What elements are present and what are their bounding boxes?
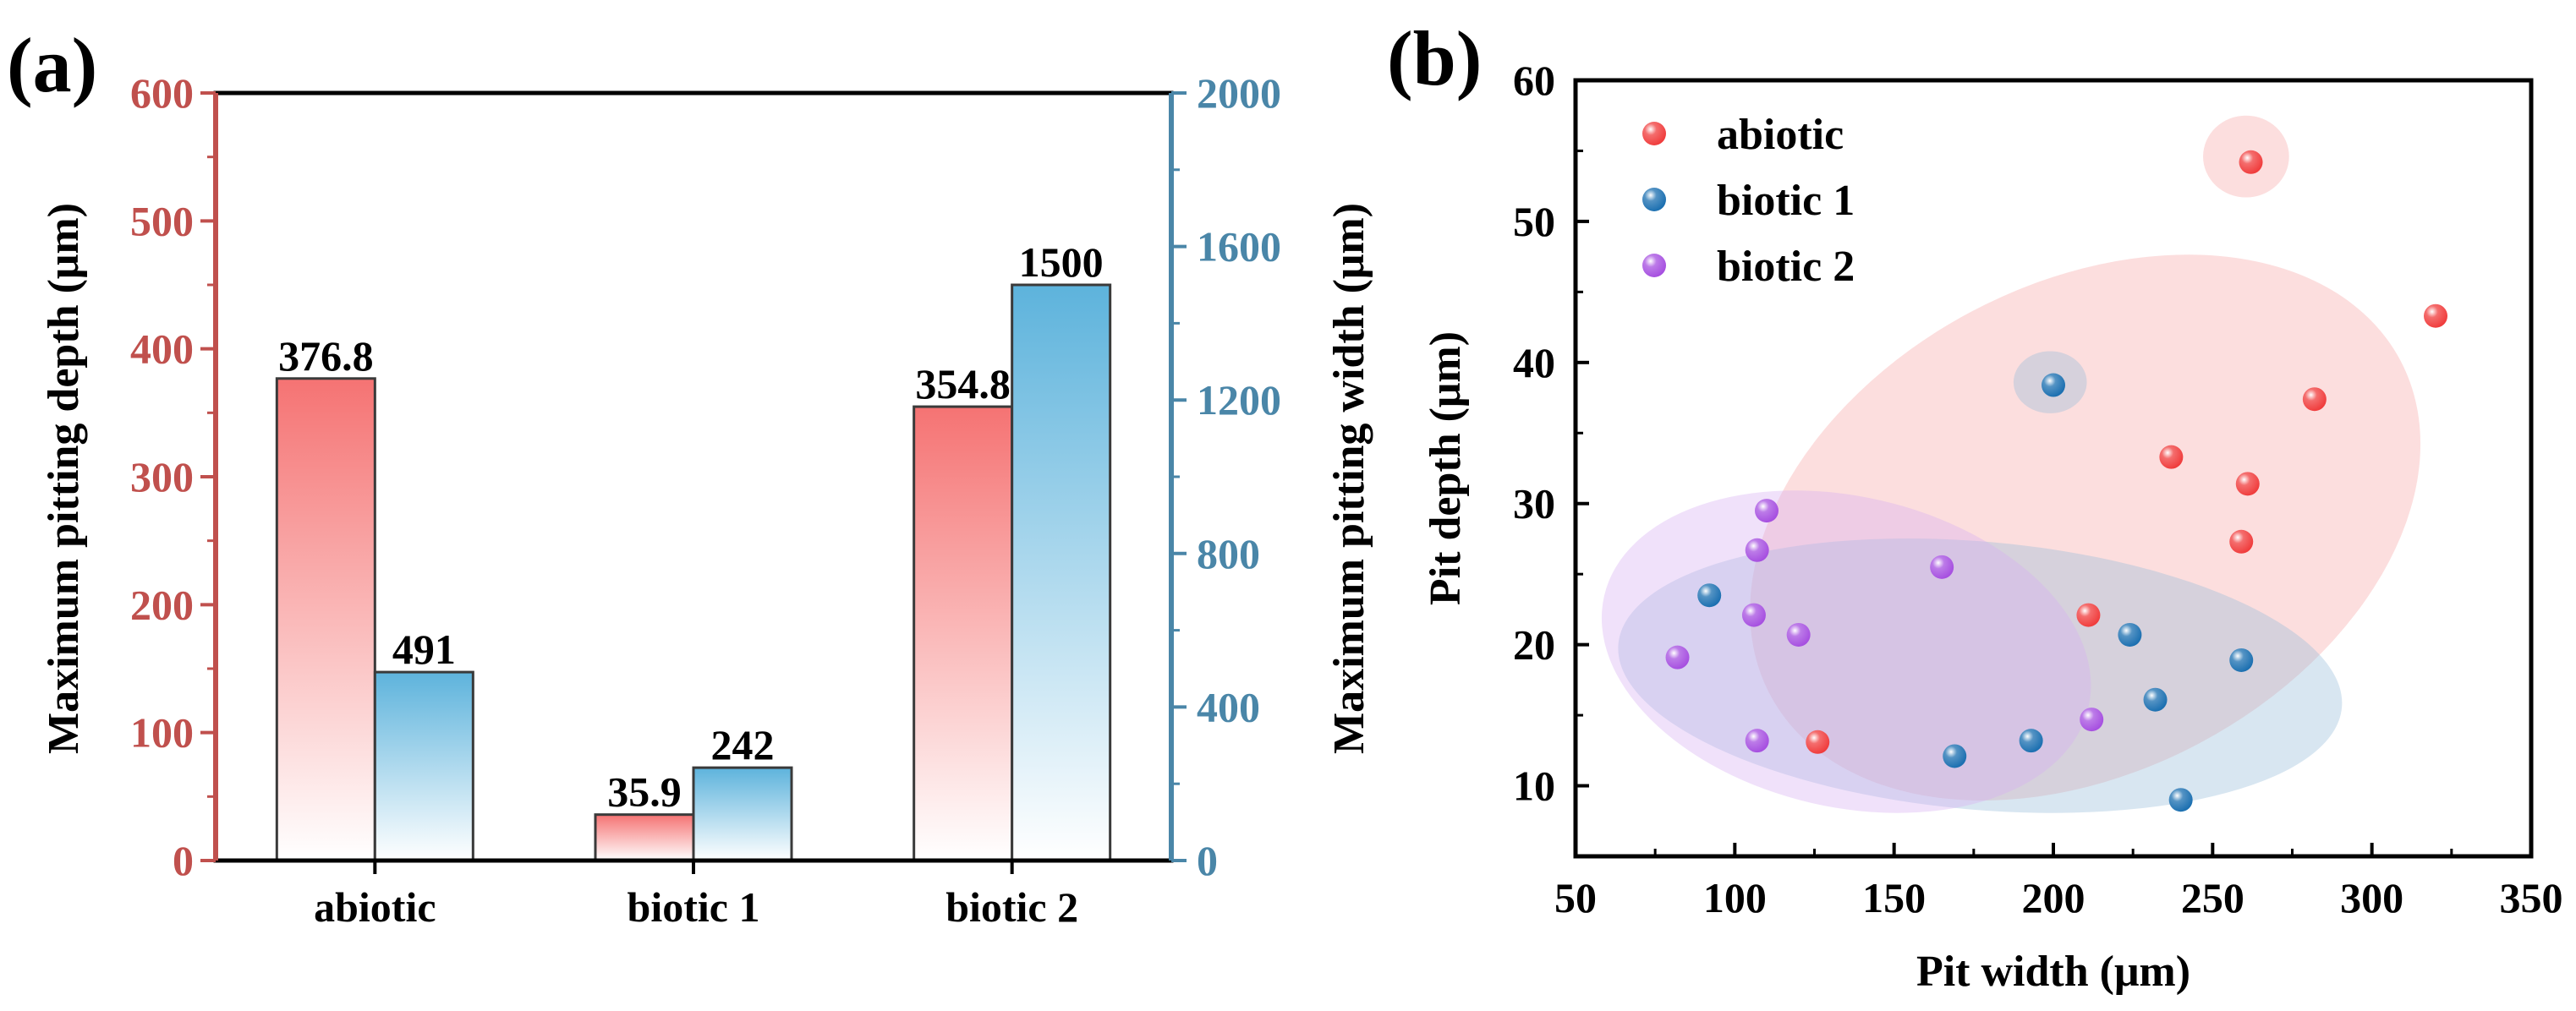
point-biotic-2: [2080, 708, 2104, 732]
left-tick-label: 200: [130, 581, 194, 628]
point-biotic-1: [2168, 788, 2193, 812]
point-biotic-2: [1745, 538, 1769, 562]
ellipse-biotic-2-0: [1601, 490, 2091, 813]
legend-label-abiotic: abiotic: [1717, 111, 1844, 159]
point-biotic-2: [1786, 622, 1811, 647]
right-y-axis-title: Maximum pitting width (μm): [1325, 203, 1373, 754]
point-abiotic: [2239, 150, 2263, 174]
point-abiotic: [2229, 529, 2254, 554]
point-biotic-1: [2118, 622, 2142, 647]
point-abiotic: [2302, 387, 2327, 412]
legend: abiotic biotic 1 biotic 2: [1642, 111, 1855, 291]
right-tick-label: 2000: [1197, 69, 1281, 117]
point-abiotic: [2424, 303, 2447, 328]
x-tick-label: 350: [2500, 874, 2563, 921]
right-tick-label: 0: [1197, 837, 1218, 884]
category-axis: abiotic biotic 1 biotic 2: [314, 861, 1078, 931]
bar-biotic-2-depth: [913, 405, 1014, 862]
y-tick-label: 50: [1513, 198, 1555, 245]
x-tick-label: 300: [2340, 874, 2403, 921]
point-abiotic: [2159, 445, 2184, 469]
x-tick-label: 200: [2022, 874, 2085, 921]
y-tick-label: 30: [1513, 480, 1555, 527]
left-tick-label: 100: [130, 709, 194, 757]
right-y-axis: 0 400 800 1200 1600 2000: [1169, 69, 1281, 884]
x-axis-title: Pit width (μm): [1916, 948, 2190, 996]
point-biotic-2: [1665, 645, 1690, 669]
data-label-biotic-1-width: 242: [711, 721, 775, 768]
point-biotic-2: [1930, 555, 1954, 579]
bar-biotic-1-depth: [594, 813, 695, 862]
legend-marker-biotic-2: [1642, 254, 1666, 277]
category-label-biotic-2: biotic 2: [945, 883, 1078, 931]
left-tick-label: 300: [130, 453, 194, 500]
left-tick-label: 500: [130, 197, 194, 244]
data-label-abiotic-depth: 376.8: [278, 332, 374, 380]
category-label-biotic-1: biotic 1: [628, 883, 760, 931]
point-abiotic: [2076, 603, 2101, 627]
point-biotic-2: [1745, 729, 1769, 753]
data-label-biotic-2-width: 1500: [1019, 238, 1104, 286]
left-tick-label: 600: [130, 69, 194, 117]
legend-label-biotic-1: biotic 1: [1717, 177, 1855, 225]
category-label-abiotic: abiotic: [314, 883, 436, 931]
bar-biotic-1-width: [692, 766, 793, 862]
panel-a-label: (a): [7, 22, 97, 108]
right-tick-label: 800: [1197, 530, 1260, 577]
legend-label-biotic-2: biotic 2: [1717, 243, 1855, 291]
point-biotic-2: [1741, 603, 1766, 627]
y-tick-label: 10: [1513, 762, 1555, 810]
left-tick-label: 400: [130, 325, 194, 373]
data-label-abiotic-width: 491: [392, 626, 456, 673]
legend-marker-biotic-1: [1642, 188, 1666, 211]
bar-biotic-2-width: [1011, 283, 1112, 862]
panel-a-bar-chart: (a) 376.8 491 35.9 242 354.8 1500 0 100 200 300 4…: [7, 22, 1373, 931]
point-biotic-1: [2143, 687, 2168, 712]
y-tick-label: 20: [1513, 621, 1555, 669]
panel-b-scatter-chart: (b) 50 100 150 200 250 300 350 10 20 30 40 50 60 ab…: [1387, 15, 2563, 996]
x-tick-label: 250: [2181, 874, 2244, 921]
point-biotic-1: [2229, 648, 2254, 672]
panel-b-label: (b): [1387, 15, 1482, 101]
point-biotic-1: [1943, 744, 1967, 768]
left-y-axis-title: Maximum pitting depth (μm): [40, 203, 88, 754]
ellipse-biotic-1-1: [1618, 538, 2343, 813]
point-biotic-2: [1755, 499, 1779, 523]
x-tick-label: 150: [1862, 874, 1926, 921]
legend-marker-abiotic: [1642, 122, 1666, 145]
x-axis: 50 100 150 200 250 300 350: [1554, 843, 2563, 921]
right-tick-label: 400: [1197, 683, 1260, 730]
point-biotic-1: [2042, 373, 2065, 397]
right-tick-label: 1200: [1197, 376, 1281, 424]
scatter-points: [1665, 150, 2447, 812]
left-y-axis: 0 100 200 300 400 500 600: [130, 69, 218, 884]
point-abiotic: [1806, 730, 1830, 754]
y-axis-title: Pit depth (μm): [1422, 331, 1470, 605]
data-label-biotic-1-depth: 35.9: [607, 768, 682, 816]
left-tick-label: 0: [173, 837, 194, 884]
bar-abiotic-width: [373, 670, 474, 862]
y-tick-label: 40: [1513, 339, 1555, 386]
point-biotic-1: [1697, 583, 1722, 608]
x-tick-label: 100: [1703, 874, 1767, 921]
x-tick-label: 50: [1554, 874, 1597, 921]
bar-abiotic-depth: [275, 377, 376, 862]
point-abiotic: [2235, 472, 2260, 496]
bars: [275, 283, 1112, 862]
right-tick-label: 1600: [1197, 223, 1281, 271]
ellipse-abiotic-1: [1750, 254, 2421, 801]
y-axis: 10 20 30 40 50 60: [1513, 57, 1589, 810]
y-tick-label: 60: [1513, 57, 1555, 104]
data-label-biotic-2-depth: 354.8: [915, 360, 1011, 407]
point-biotic-1: [2019, 729, 2043, 753]
bar-data-labels: 376.8 491 35.9 242 354.8 1500: [278, 238, 1104, 816]
group-ellipses: [1601, 115, 2421, 813]
